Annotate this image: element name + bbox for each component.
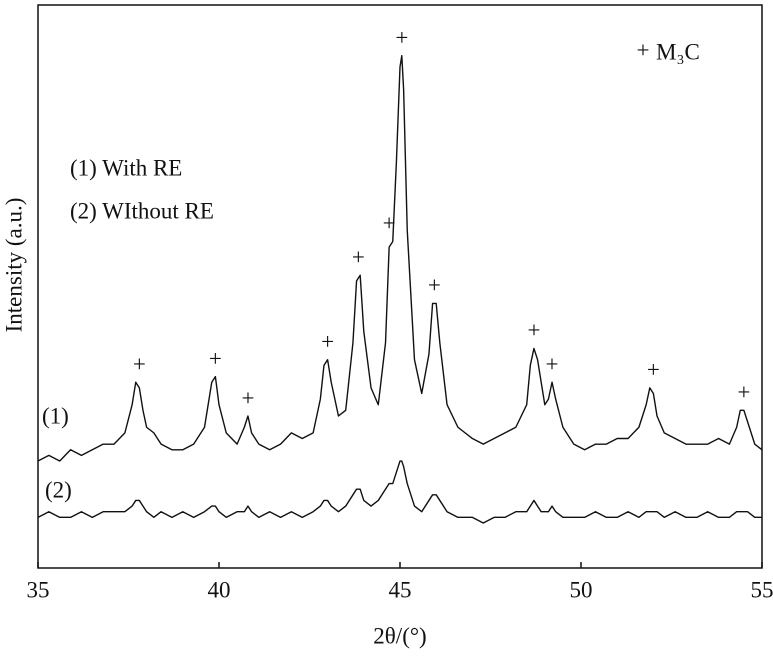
legend-marker: +	[637, 37, 650, 62]
series-line	[37, 460, 762, 524]
peak-marker: +	[321, 329, 334, 354]
curve-label: (2)	[45, 477, 72, 502]
plot-frame	[37, 4, 763, 569]
series-line	[37, 54, 763, 462]
peak-marker: +	[209, 346, 222, 371]
x-tick-label: 40	[208, 577, 231, 602]
peak-marker: +	[647, 357, 660, 382]
x-tick-label: 45	[389, 577, 412, 602]
peak-marker: +	[383, 211, 396, 236]
x-tick-label: 50	[570, 577, 593, 602]
legend-phase: M₃C	[656, 39, 700, 64]
peak-marker: +	[352, 245, 365, 270]
x-axis-label: 2θ/(°)	[373, 623, 426, 648]
peak-marker: +	[395, 25, 408, 50]
curve-label: (1)	[42, 403, 69, 428]
peak-marker: +	[737, 380, 750, 405]
peak-marker: +	[241, 385, 254, 410]
legend-entry: (2) WIthout RE	[70, 198, 214, 223]
peak-marker: +	[133, 351, 146, 376]
legend-entry: (1) With RE	[70, 155, 182, 180]
peak-marker: +	[546, 351, 559, 376]
y-axis-label: Intensity (a.u.)	[1, 198, 26, 333]
peak-marker: +	[428, 273, 441, 298]
x-tick-label: 35	[27, 577, 50, 602]
x-tick-label: 55	[751, 577, 773, 602]
peak-marker: +	[527, 318, 540, 343]
